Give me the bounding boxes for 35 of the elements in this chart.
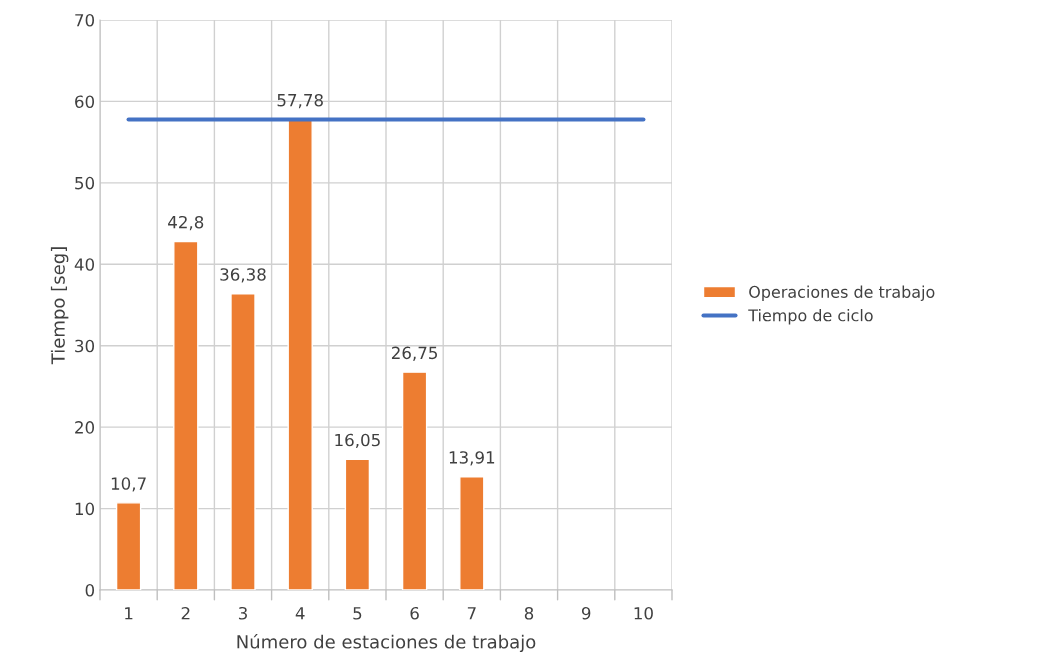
x-axis-title: Número de estaciones de trabajo (237, 633, 536, 653)
bar (459, 476, 485, 590)
x-tick-label: 9 (581, 606, 591, 620)
x-tick-label: 6 (410, 606, 419, 620)
y-tick-label: 10 (75, 502, 95, 516)
text: 57,78 (277, 93, 323, 109)
legend-label: Tiempo de ciclo (748, 308, 873, 325)
bar (344, 458, 371, 590)
x-tick-label: 5 (353, 607, 362, 620)
text: 26,75 (391, 346, 437, 361)
x-tick-label: 7 (467, 607, 476, 620)
x-tick-label: 2 (181, 606, 190, 620)
x-tick-label: 10 (634, 606, 653, 620)
text: 36,38 (220, 268, 266, 283)
x-tick-label: 8 (524, 606, 534, 620)
y-tick-label: 60 (75, 95, 95, 108)
y-tick-label: 0 (85, 583, 95, 597)
text: 42,8 (168, 215, 204, 231)
bar (230, 293, 256, 590)
y-axis-title: Tiempo [seg] (50, 247, 69, 365)
x-tick-label: 3 (238, 606, 247, 620)
y-tick-label: 20 (75, 421, 95, 434)
y-tick-label: 40 (74, 258, 95, 271)
y-tick-label: 50 (75, 176, 95, 190)
text: 10,7 (111, 477, 146, 492)
y-tick-label: 30 (75, 339, 95, 353)
bar (401, 371, 428, 590)
x-tick-label: 4 (295, 607, 305, 620)
y-tick-label: 70 (75, 13, 95, 27)
legend-label: Operaciones de trabajo (749, 285, 935, 302)
bar (173, 240, 199, 590)
x-tick-label: 1 (125, 607, 133, 620)
text: 13,91 (449, 451, 495, 466)
bar (115, 502, 142, 590)
text: 16,05 (335, 433, 380, 449)
